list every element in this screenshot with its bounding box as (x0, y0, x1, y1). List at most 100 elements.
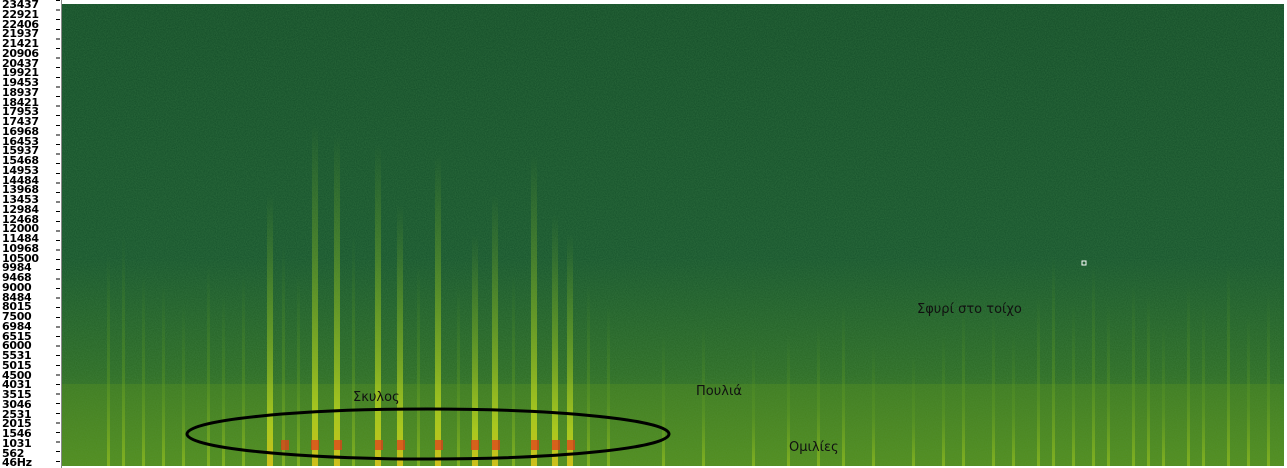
hot-spot (567, 440, 575, 450)
frequency-tick-label: 6515 (2, 332, 54, 342)
energy-streak (1162, 324, 1165, 466)
hot-spot (435, 440, 443, 450)
axis-scale-bar (56, 0, 60, 468)
energy-streak (1092, 264, 1095, 466)
frequency-tick-label: 8015 (2, 302, 54, 312)
frequency-tick-label: 16968 (2, 127, 54, 137)
frequency-tick-label: 11484 (2, 234, 54, 244)
energy-streak (1202, 304, 1205, 466)
frequency-tick-label: 16453 (2, 137, 54, 147)
energy-streak (962, 304, 965, 466)
energy-streaks (107, 124, 1270, 466)
hot-spot (397, 440, 405, 450)
hot-spot (375, 440, 383, 450)
energy-streak (312, 124, 318, 466)
energy-streak (122, 234, 125, 466)
frequency-tick-label: 4500 (2, 371, 54, 381)
energy-streak (417, 264, 420, 466)
energy-streak (162, 284, 165, 466)
spectrogram-noise (62, 4, 1284, 466)
energy-streak (297, 274, 300, 466)
energy-streak (752, 344, 755, 466)
frequency-tick-label: 22406 (2, 20, 54, 30)
frequency-tick-label: 9468 (2, 273, 54, 283)
frequency-tick-label: 14484 (2, 176, 54, 186)
hot-spot (492, 440, 500, 450)
frequency-tick-label: 8484 (2, 293, 54, 303)
energy-streak (182, 304, 185, 466)
energy-streak (1072, 304, 1075, 466)
frequency-tick-label: 10500 (2, 254, 54, 264)
energy-streak (352, 234, 355, 466)
frequency-tick-label: 12984 (2, 205, 54, 215)
hot-spot (471, 440, 479, 450)
energy-streak (872, 344, 875, 466)
energy-streak (334, 134, 340, 466)
frequency-tick-label: 20906 (2, 49, 54, 59)
energy-streak (472, 234, 478, 466)
frequency-tick-label: 15937 (2, 146, 54, 156)
frequency-tick-label: 20437 (2, 59, 54, 69)
hot-spot (552, 440, 560, 450)
frequency-tick-label: 22921 (2, 10, 54, 20)
hot-spot (281, 440, 289, 450)
frequency-tick-label: 46Hz (2, 458, 54, 468)
frequency-tick-label: 6000 (2, 341, 54, 351)
energy-streak (1227, 264, 1230, 466)
energy-streak (992, 314, 995, 466)
energy-streak (375, 144, 381, 466)
energy-streak (1107, 304, 1110, 466)
frequency-tick-label: 2015 (2, 419, 54, 429)
energy-streak (142, 274, 145, 466)
frequency-tick-label: 10968 (2, 244, 54, 254)
frequency-tick-label: 12000 (2, 224, 54, 234)
energy-streak (512, 274, 515, 466)
hot-spot (334, 440, 342, 450)
energy-streak (282, 244, 285, 466)
energy-streak (587, 284, 590, 466)
frequency-tick-label: 13968 (2, 185, 54, 195)
spectrogram-image (62, 4, 1284, 466)
hot-spot (531, 440, 539, 450)
energy-streak (242, 274, 245, 466)
frequency-tick-label: 17953 (2, 107, 54, 117)
energy-streak (435, 154, 441, 466)
frequency-tick-label: 15468 (2, 156, 54, 166)
energy-streak (1132, 284, 1135, 466)
frequency-tick-label: 23437 (2, 0, 54, 10)
energy-streak (267, 194, 273, 466)
frequency-tick-label: 3046 (2, 400, 54, 410)
frequency-tick-label: 21421 (2, 39, 54, 49)
frequency-tick-label: 6984 (2, 322, 54, 332)
energy-streak (1012, 334, 1015, 466)
frequency-tick-label: 7500 (2, 312, 54, 322)
frequency-tick-label: 18937 (2, 88, 54, 98)
energy-streak (912, 354, 915, 466)
frequency-tick-label: 9000 (2, 283, 54, 293)
highlight-ellipse (185, 407, 671, 461)
energy-streak (702, 324, 705, 466)
annotation-birds: Πουλιά (696, 384, 742, 399)
energy-streak (552, 214, 558, 466)
frequency-tick-label: 12468 (2, 215, 54, 225)
energy-streak (1037, 294, 1040, 466)
frequency-tick-label: 3515 (2, 390, 54, 400)
energy-streak (531, 154, 537, 466)
energy-streak (1052, 254, 1055, 466)
energy-streak (457, 284, 460, 466)
frequency-tick-label: 21937 (2, 29, 54, 39)
hot-spot (311, 440, 319, 450)
frequency-tick-label: 5015 (2, 361, 54, 371)
energy-streak (207, 264, 210, 466)
frequency-tick-label: 4031 (2, 380, 54, 390)
low-frequency-band (62, 384, 1284, 466)
frequency-tick-label: 1546 (2, 429, 54, 439)
frequency-tick-label: 17437 (2, 117, 54, 127)
frequency-tick-label: 1031 (2, 439, 54, 449)
energy-streak (942, 334, 945, 466)
energy-streak (1267, 294, 1270, 466)
energy-streak (492, 194, 498, 466)
annotation-talk: Ομιλίες (789, 440, 839, 455)
annotation-dog: Σκυλος (353, 390, 400, 405)
energy-streak (1187, 284, 1190, 466)
